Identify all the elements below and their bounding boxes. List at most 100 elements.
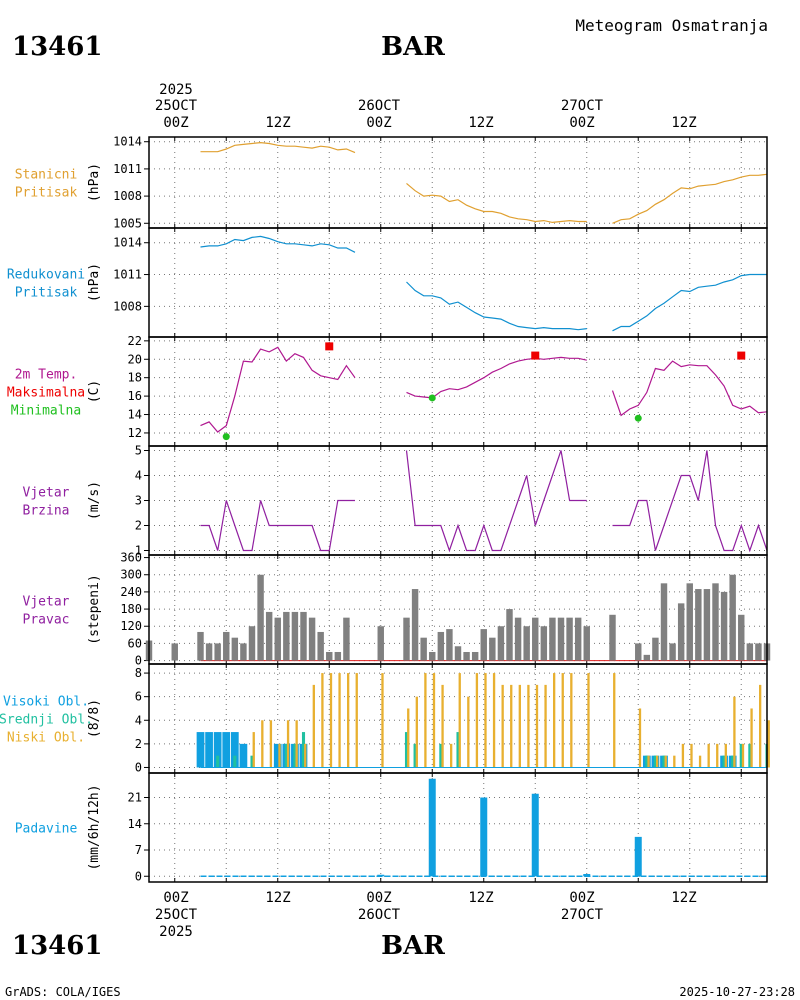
reduced-pressure-label: Pritisak: [15, 286, 78, 301]
mid-cloud-bar: [653, 755, 657, 768]
low-cloud-bar: [673, 755, 676, 768]
top-hour-6: 12Z: [671, 115, 696, 131]
station-pressure-frame: [148, 136, 768, 229]
precipitation-panel: 0 7 14 21 (mm/6h/12h) Padavine: [15, 772, 768, 883]
temperature-ytick-label: 14: [128, 408, 142, 422]
high-cloud-bar: [205, 732, 213, 768]
bottom-year: 2025: [159, 924, 193, 940]
precipitation-ytick-label: 21: [128, 791, 142, 805]
wind-direction-bar: [343, 617, 350, 661]
low-cloud-bar: [458, 673, 461, 768]
precipitation-bar: [634, 836, 642, 877]
wind-direction-bar: [446, 629, 453, 661]
low-cloud-bar: [707, 743, 710, 768]
wind-direction-bar: [326, 651, 333, 661]
high-cloud-bar: [239, 743, 248, 768]
low-cloud-bar: [252, 732, 255, 768]
mid-cloud-bar: [456, 732, 460, 768]
low-cloud-bar: [733, 696, 736, 768]
precipitation-bar: [428, 778, 436, 877]
low-cloud-bar: [544, 684, 547, 768]
wind-direction-bar: [729, 574, 736, 661]
mid-cloud-bar: [216, 755, 220, 768]
wind-direction-bar: [703, 589, 711, 661]
bottom-date-1: 25OCT: [155, 907, 198, 923]
wind-speed-label: Brzina: [23, 504, 70, 519]
wind-direction-bar: [514, 617, 522, 661]
mid-cloud-bar: [439, 743, 443, 768]
precipitation-bar: [480, 797, 488, 877]
wind-direction-bar: [738, 614, 745, 661]
temperature-ytick-label: 12: [128, 426, 142, 440]
station-pressure-ytick-label: 1014: [113, 135, 142, 149]
wind-direction-bar: [205, 643, 213, 661]
station-id-top: 13461: [12, 32, 102, 62]
reduced-pressure-ylabel: (hPa): [87, 263, 102, 302]
cloud-cover-ytick-label: 0: [135, 760, 142, 774]
wind-direction-ytick-label: 120: [120, 619, 142, 633]
station-pressure-ylabel: (hPa): [87, 163, 102, 202]
station-pressure-label: Pritisak: [15, 186, 78, 201]
wind-direction-bar: [557, 617, 565, 661]
low-cloud-bar: [467, 696, 470, 768]
wind-direction-bar: [540, 626, 548, 661]
wind-direction-bar: [429, 651, 436, 661]
cloud-cover-ylabel: (8/8): [87, 699, 102, 738]
low-cloud-bar: [647, 755, 650, 768]
station-pressure-ytick-label: 1011: [113, 162, 142, 176]
wind-direction-bar: [317, 631, 324, 661]
station-id-bottom: 13461: [12, 931, 102, 961]
cloud-cover-ytick-label: 4: [135, 713, 142, 727]
low-cloud-bar: [681, 743, 685, 768]
low-cloud-bar: [501, 684, 504, 768]
wind-direction-bar: [480, 629, 487, 661]
wind-direction-bar: [712, 583, 719, 661]
precipitation-ytick-label: 7: [135, 843, 142, 857]
tmax-marker: [325, 342, 334, 351]
cloud-cover-ytick-label: 2: [135, 737, 142, 751]
wind-speed-series-line: [405, 450, 587, 553]
top-date-2: 26OCT: [358, 98, 401, 114]
wind-direction-bar: [755, 643, 762, 661]
temperature-ytick-label: 22: [128, 334, 142, 348]
high-cloud-bar: [196, 732, 205, 768]
mid-cloud-bar: [250, 755, 254, 768]
low-cloud-bar: [724, 743, 727, 768]
wind-direction-bar: [308, 617, 316, 661]
precipitation-bar: [531, 793, 539, 877]
low-cloud-bar: [261, 720, 264, 768]
wind-direction-bar: [497, 626, 505, 661]
wind-direction-bar: [437, 631, 445, 661]
low-cloud-bar: [741, 743, 745, 768]
low-cloud-bar: [767, 720, 770, 768]
wind-direction-bar: [574, 617, 582, 661]
wind-direction-bar: [334, 651, 342, 661]
wind-direction-bar: [240, 643, 247, 661]
wind-direction-bar: [523, 626, 530, 661]
wind-direction-bar: [283, 611, 290, 661]
reduced-pressure-series-line: [612, 273, 767, 332]
wind-direction-bar: [686, 583, 693, 661]
wind-speed-series-line: [612, 450, 768, 553]
mid-cloud-bar: [284, 743, 288, 768]
cloud-cover-label: Niski Obl.: [7, 731, 85, 746]
low-cloud-bar: [355, 673, 358, 768]
station-name-bottom: BAR: [381, 931, 445, 961]
temperature-ytick-label: 16: [128, 389, 142, 403]
wind-direction-bar: [171, 643, 178, 661]
reduced-pressure-frame: [148, 227, 768, 338]
wind-direction-bar: [377, 626, 384, 661]
wind-direction-bar: [720, 591, 728, 661]
wind-direction-bar: [489, 637, 496, 661]
top-hour-3: 00Z: [366, 115, 391, 131]
station-pressure-series-line: [200, 141, 356, 154]
low-cloud-bar: [475, 673, 479, 768]
top-hour-4: 12Z: [468, 115, 493, 131]
cloud-cover-ytick-label: 8: [135, 666, 142, 680]
top-year: 2025: [159, 82, 193, 98]
wind-direction-bar: [471, 651, 479, 661]
wind-direction-bar: [300, 611, 307, 661]
low-cloud-bar: [518, 684, 521, 768]
wind-direction-bar: [695, 589, 702, 661]
station-pressure-label: Stanicni: [15, 168, 78, 183]
